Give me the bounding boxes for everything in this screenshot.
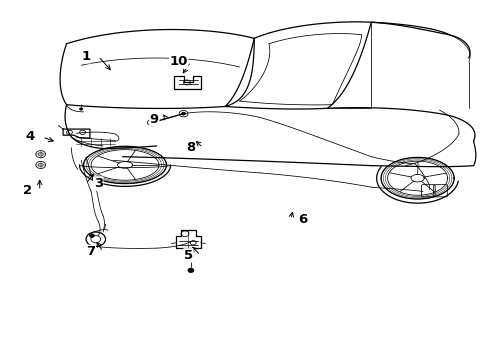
Text: 7: 7 — [86, 245, 95, 258]
Text: 9: 9 — [149, 113, 159, 126]
Circle shape — [79, 108, 83, 111]
Text: 5: 5 — [183, 249, 193, 262]
Text: 4: 4 — [25, 130, 35, 144]
Text: 1: 1 — [81, 50, 90, 63]
Circle shape — [89, 234, 94, 237]
Text: 3: 3 — [93, 177, 102, 190]
Circle shape — [187, 268, 193, 273]
Text: 2: 2 — [23, 184, 32, 197]
Circle shape — [181, 112, 185, 115]
Circle shape — [150, 121, 154, 124]
Text: 8: 8 — [186, 141, 195, 154]
Text: 10: 10 — [169, 55, 187, 68]
Circle shape — [179, 111, 187, 117]
Text: 6: 6 — [298, 213, 307, 226]
Circle shape — [147, 120, 156, 126]
